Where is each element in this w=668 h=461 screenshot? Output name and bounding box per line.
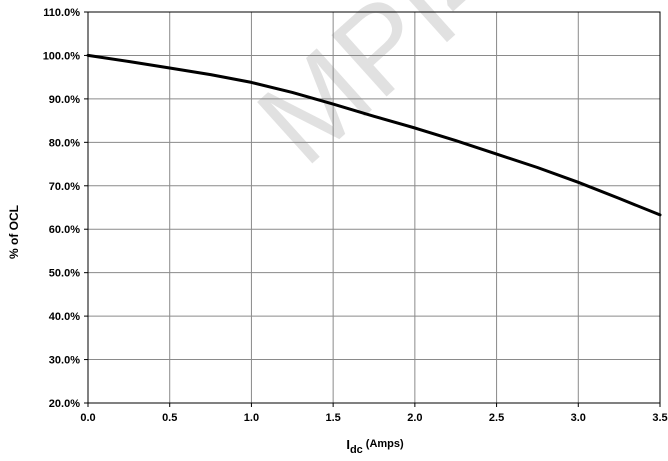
- x-tick-label: 2.5: [489, 412, 504, 424]
- axes: [84, 11, 661, 407]
- y-axis-label: % of OCL: [7, 205, 21, 259]
- y-tick-label: 100.0%: [43, 50, 81, 62]
- y-tick-label: 30.0%: [49, 355, 80, 367]
- y-tick-label: 50.0%: [49, 268, 80, 280]
- x-tick-label: 1.5: [325, 412, 340, 424]
- y-tick-label: 110.0%: [43, 7, 80, 19]
- x-axis-label-unit: (Amps): [366, 438, 404, 450]
- y-tick-label: 60.0%: [49, 224, 80, 236]
- y-tick-label: 90.0%: [49, 94, 80, 106]
- y-tick-label: 80.0%: [49, 137, 80, 149]
- series-line-path: [86, 53, 662, 217]
- x-tick-label: 0.5: [162, 412, 177, 424]
- y-tick-label: 40.0%: [49, 311, 80, 323]
- x-tick-label: 3.5: [652, 412, 667, 424]
- series-line: [86, 53, 662, 217]
- x-tick-label: 2.0: [407, 412, 422, 424]
- x-tick-label: 0.0: [80, 412, 95, 424]
- x-axis-label: Idc (Amps): [346, 437, 404, 456]
- x-axis-label-sub: dc: [350, 444, 363, 456]
- x-tick-label: 3.0: [571, 412, 586, 424]
- axis-titles: % of OCL Idc (Amps): [7, 205, 404, 456]
- tick-labels: 0.0 0.5 1.0 1.5 2.0 2.5 3.0 3.5 110.0% 100.0% 90.0…: [43, 7, 668, 424]
- x-tick-label: 1.0: [244, 412, 259, 424]
- watermark: MPI40: [233, 0, 580, 189]
- watermark-text: MPI40: [233, 0, 580, 189]
- y-tick-label: 70.0%: [49, 181, 80, 193]
- y-tick-label: 20.0%: [49, 398, 80, 410]
- x-axis-label-main: I: [346, 437, 350, 452]
- plot-frame: [87, 11, 661, 404]
